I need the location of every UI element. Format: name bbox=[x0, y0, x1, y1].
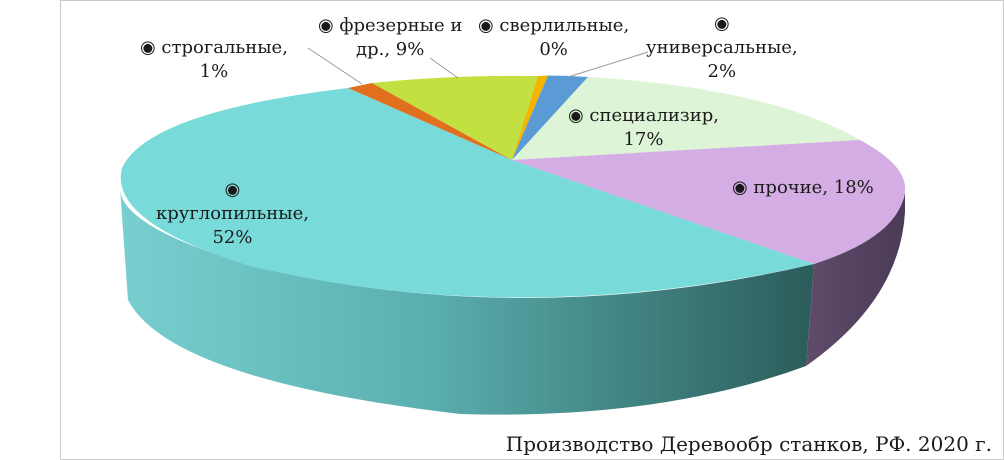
leader-frezernye bbox=[429, 57, 459, 79]
label-specializir: ◉ специализир, 17% bbox=[568, 105, 719, 150]
leader-strogalnye bbox=[307, 47, 363, 85]
slice-kruglopilnye bbox=[120, 88, 814, 298]
slice-side-kruglopilnye bbox=[120, 188, 814, 415]
leader-universalnye bbox=[567, 51, 649, 78]
slice-strogalnye bbox=[348, 83, 512, 160]
slice-side-prochie bbox=[806, 192, 905, 366]
chart-caption: Производство Деревообр станков, РФ. 2020… bbox=[505, 432, 992, 456]
slice-universalnye bbox=[512, 75, 588, 160]
label-prochie: ◉ прочие, 18% bbox=[732, 177, 874, 198]
slice-frezernye bbox=[372, 75, 538, 160]
label-strogalnye: ◉ строгальные, 1% bbox=[140, 37, 288, 82]
label-universalnye: ◉ универсальные, 2% bbox=[646, 13, 798, 82]
label-kruglopilnye: ◉ круглопильные, 52% bbox=[156, 179, 309, 248]
slice-specializir bbox=[512, 77, 860, 160]
slice-prochie bbox=[512, 140, 906, 264]
label-frezernye: ◉ фрезерные и др., 9% bbox=[318, 15, 463, 60]
label-sverlilnye: ◉ сверлильные, 0% bbox=[478, 15, 630, 60]
